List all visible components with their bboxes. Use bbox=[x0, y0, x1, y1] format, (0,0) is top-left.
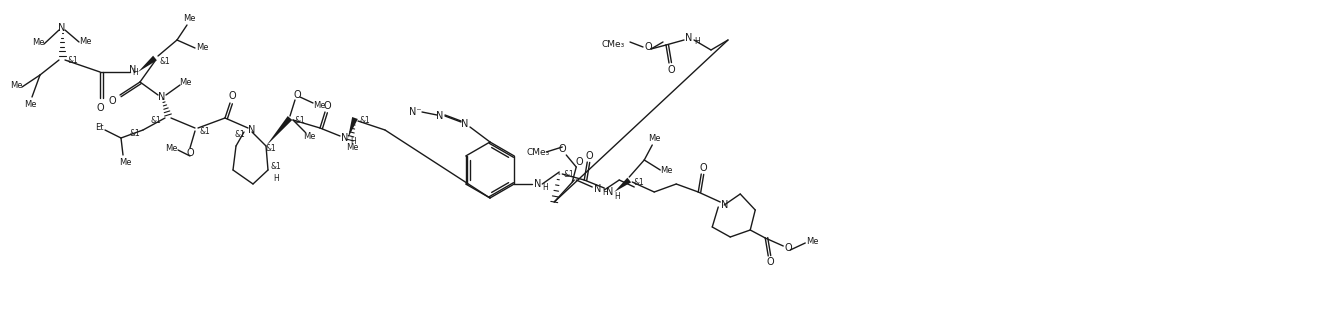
Text: Me: Me bbox=[118, 158, 132, 166]
Text: O: O bbox=[186, 148, 194, 158]
Text: H: H bbox=[350, 136, 356, 146]
Text: N: N bbox=[158, 92, 166, 102]
Text: H: H bbox=[274, 173, 279, 182]
Text: H: H bbox=[542, 182, 548, 192]
Text: O: O bbox=[667, 65, 675, 75]
Text: N: N bbox=[686, 33, 692, 43]
Text: &1: &1 bbox=[199, 126, 210, 135]
Text: N: N bbox=[342, 133, 348, 143]
Text: Me: Me bbox=[312, 101, 326, 110]
Text: H: H bbox=[602, 187, 609, 197]
Text: &1: &1 bbox=[150, 116, 161, 124]
Text: O: O bbox=[699, 163, 707, 173]
Text: O: O bbox=[108, 96, 116, 106]
Text: Me: Me bbox=[805, 237, 819, 246]
Text: N: N bbox=[58, 23, 65, 33]
Text: H: H bbox=[694, 36, 700, 45]
Text: H: H bbox=[614, 192, 621, 201]
Text: Me: Me bbox=[661, 166, 672, 174]
Text: O: O bbox=[575, 157, 583, 167]
Text: Me: Me bbox=[649, 133, 661, 143]
Text: Me: Me bbox=[195, 42, 209, 52]
Text: &1: &1 bbox=[130, 128, 141, 137]
Polygon shape bbox=[138, 56, 157, 72]
Text: N: N bbox=[720, 200, 728, 210]
Text: Me: Me bbox=[32, 37, 44, 46]
Text: N: N bbox=[129, 65, 137, 75]
Text: &1: &1 bbox=[563, 169, 574, 178]
Text: O: O bbox=[767, 257, 773, 267]
Text: N: N bbox=[594, 184, 601, 194]
Text: O: O bbox=[294, 90, 300, 100]
Text: N: N bbox=[533, 179, 541, 189]
Text: O: O bbox=[229, 91, 235, 101]
Text: N: N bbox=[461, 119, 469, 129]
Text: N: N bbox=[249, 125, 255, 135]
Text: O: O bbox=[586, 151, 593, 161]
Text: H: H bbox=[132, 68, 138, 76]
Text: Me: Me bbox=[78, 36, 92, 45]
Text: O: O bbox=[784, 243, 792, 253]
Text: Me: Me bbox=[178, 77, 191, 86]
Text: &1: &1 bbox=[266, 144, 276, 153]
Text: O: O bbox=[96, 103, 104, 113]
Text: N: N bbox=[436, 111, 444, 121]
Text: Me: Me bbox=[183, 14, 195, 23]
Text: &1: &1 bbox=[68, 56, 78, 65]
Text: &1: &1 bbox=[159, 57, 170, 66]
Text: O: O bbox=[323, 101, 331, 111]
Text: &1: &1 bbox=[295, 116, 306, 124]
Text: Me: Me bbox=[24, 100, 36, 109]
Text: Me: Me bbox=[9, 80, 23, 89]
Text: CMe₃: CMe₃ bbox=[526, 148, 550, 157]
Text: Et: Et bbox=[94, 122, 104, 131]
Text: Me: Me bbox=[165, 144, 177, 153]
Text: CMe₃: CMe₃ bbox=[602, 39, 625, 49]
Text: &1: &1 bbox=[634, 177, 645, 186]
Text: &1: &1 bbox=[271, 162, 282, 170]
Text: N: N bbox=[606, 187, 613, 197]
Text: Me: Me bbox=[303, 131, 315, 140]
Text: O: O bbox=[645, 42, 651, 52]
Text: O: O bbox=[558, 144, 566, 154]
Text: Me: Me bbox=[346, 143, 359, 152]
Text: N⁻: N⁻ bbox=[409, 107, 421, 117]
Text: &1: &1 bbox=[360, 116, 371, 124]
Polygon shape bbox=[348, 117, 358, 138]
Polygon shape bbox=[614, 178, 631, 192]
Text: &1: &1 bbox=[235, 129, 246, 138]
Polygon shape bbox=[266, 116, 292, 146]
